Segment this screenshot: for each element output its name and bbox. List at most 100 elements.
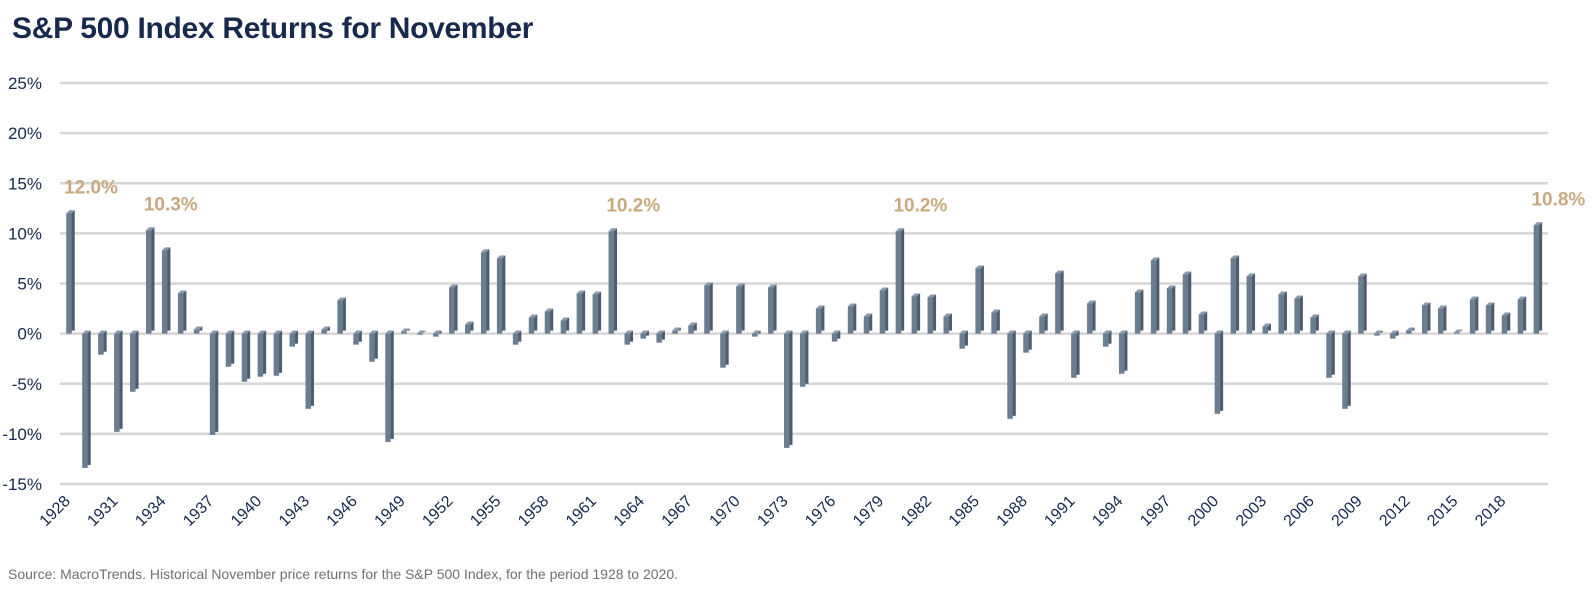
bar-side bbox=[1297, 295, 1303, 331]
bar-cap bbox=[1326, 330, 1335, 334]
bar-2004 bbox=[1278, 291, 1287, 334]
bar-side bbox=[1536, 222, 1543, 331]
bar-1936 bbox=[193, 326, 203, 334]
bar-cap bbox=[449, 284, 458, 288]
bar-1933 bbox=[146, 227, 155, 334]
bar-cap bbox=[1055, 270, 1064, 274]
bar-cap bbox=[1230, 255, 1240, 259]
bar-side bbox=[962, 330, 968, 346]
bar-cap bbox=[1182, 271, 1192, 275]
bar-face bbox=[544, 311, 551, 334]
bar-cap bbox=[417, 330, 426, 334]
bar-cap bbox=[640, 330, 649, 334]
bar-cap bbox=[1039, 313, 1048, 317]
x-tick-label: 1979 bbox=[850, 493, 887, 530]
bar-side bbox=[372, 330, 378, 359]
bar-face bbox=[576, 293, 583, 334]
bar-side bbox=[117, 330, 123, 429]
bar-side bbox=[276, 330, 283, 373]
bar-side bbox=[866, 313, 873, 331]
bar-cap bbox=[289, 330, 299, 334]
bar-1995 bbox=[1134, 289, 1144, 334]
bar-annotations: 12.0% 10.3% 10.2% 10.2% 10.8% bbox=[64, 177, 1585, 216]
bar-cap bbox=[353, 330, 362, 334]
x-tick-label: 2012 bbox=[1376, 493, 1413, 530]
bar-side bbox=[1169, 285, 1176, 331]
bar-side bbox=[882, 287, 889, 331]
x-tick-label: 1946 bbox=[324, 493, 361, 530]
bar-face bbox=[385, 333, 391, 442]
bar-side bbox=[340, 297, 346, 331]
bar-cap bbox=[130, 330, 139, 334]
bar-face bbox=[831, 333, 838, 342]
bar-1988 bbox=[1023, 330, 1032, 353]
bar-side bbox=[1425, 302, 1431, 331]
bar-face bbox=[847, 306, 854, 334]
bar-cap bbox=[847, 303, 857, 307]
bar-cap bbox=[736, 283, 745, 287]
bar-side bbox=[1488, 302, 1495, 331]
bar-2015 bbox=[1453, 329, 1463, 334]
bar-cap bbox=[688, 322, 697, 326]
bar-cap bbox=[1517, 296, 1527, 300]
bar-side bbox=[1249, 273, 1256, 331]
bar-1945 bbox=[337, 297, 346, 334]
bar-1949 bbox=[401, 328, 410, 334]
bar-cap bbox=[66, 210, 75, 214]
bar-side bbox=[787, 330, 793, 445]
bar-2007 bbox=[1326, 330, 1335, 378]
bar-1960 bbox=[576, 290, 586, 334]
bar-side bbox=[1010, 330, 1016, 416]
bar-cap bbox=[225, 330, 235, 334]
bar-cap bbox=[82, 330, 91, 334]
bar-face bbox=[1007, 333, 1013, 419]
x-tick-label: 1940 bbox=[228, 493, 265, 530]
y-tick-label: -5% bbox=[12, 375, 42, 394]
bar-1982 bbox=[927, 294, 937, 334]
bar-cap bbox=[257, 330, 267, 334]
bar-cap bbox=[528, 314, 538, 318]
bar-side bbox=[930, 294, 937, 331]
bar-side bbox=[898, 228, 905, 331]
bar-1950 bbox=[417, 330, 426, 335]
bar-1957 bbox=[528, 314, 538, 334]
bar-1963 bbox=[624, 330, 633, 345]
bar-1973 bbox=[784, 330, 793, 448]
bar-face bbox=[975, 268, 981, 334]
bar-face bbox=[1294, 298, 1300, 334]
bar-face bbox=[289, 333, 296, 347]
bar-cap bbox=[98, 330, 107, 334]
bar-face bbox=[161, 250, 168, 334]
bar-face bbox=[688, 325, 694, 334]
bar-side bbox=[244, 330, 251, 379]
bar-1962 bbox=[608, 228, 618, 334]
bar-face bbox=[1326, 333, 1332, 378]
bar-face bbox=[353, 333, 359, 345]
bar-cap bbox=[752, 330, 761, 334]
bar-cap bbox=[146, 227, 155, 231]
bar-cap bbox=[1390, 330, 1399, 334]
bar-cap bbox=[576, 290, 586, 294]
bar-cap bbox=[1422, 302, 1431, 306]
bar-2020 bbox=[1533, 222, 1543, 334]
y-tick-label: 10% bbox=[8, 224, 42, 243]
bar-1985 bbox=[975, 265, 984, 334]
bar-cap bbox=[241, 330, 251, 334]
bar-1947 bbox=[369, 330, 378, 362]
y-tick-label: 20% bbox=[8, 124, 42, 143]
bar-cap bbox=[1246, 273, 1256, 277]
bar-side bbox=[1074, 330, 1080, 375]
bar-1943 bbox=[305, 330, 314, 409]
x-tick-label: 2003 bbox=[1233, 493, 1270, 530]
x-tick-label: 1961 bbox=[563, 493, 600, 530]
bar-1981 bbox=[911, 293, 921, 334]
bar-side bbox=[1090, 300, 1096, 331]
bar-side bbox=[659, 330, 665, 340]
bar-face bbox=[257, 333, 264, 377]
bar-cap bbox=[1358, 273, 1367, 277]
bar-side bbox=[388, 330, 394, 439]
bar-face bbox=[911, 296, 918, 334]
bar-1964 bbox=[640, 330, 649, 339]
bar-1931 bbox=[114, 330, 123, 432]
bar-side bbox=[483, 249, 490, 331]
